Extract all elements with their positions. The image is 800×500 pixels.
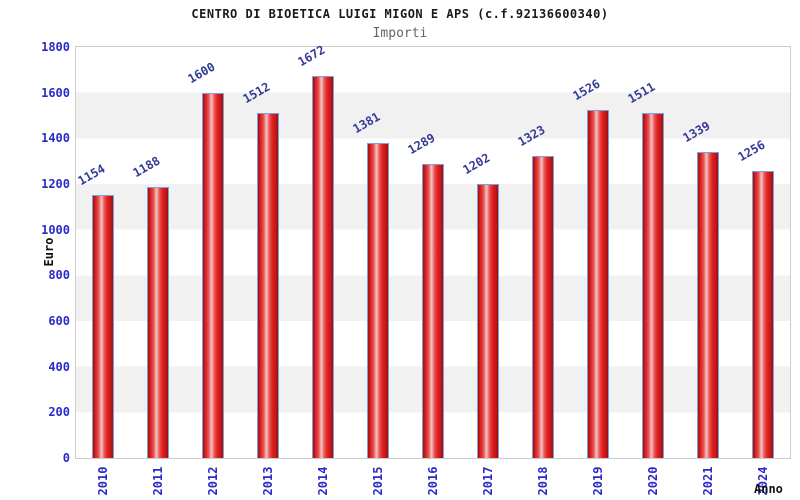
x-tick-label: 2011: [151, 466, 166, 496]
x-tick-label: 2019: [590, 466, 605, 496]
y-tick-label: 1800: [41, 40, 70, 54]
y-tick-label: 0: [62, 451, 70, 465]
y-tick-label: 600: [48, 314, 70, 328]
bar-2013: [257, 112, 280, 458]
chart-title: CENTRO DI BIOETICA LUIGI MIGON E APS (c.…: [191, 7, 609, 21]
bar-2015: [367, 142, 390, 458]
y-axis-title: Euro: [42, 237, 56, 267]
chart-subtitle: Importi: [372, 26, 428, 41]
y-tick-label: 1000: [41, 222, 70, 237]
x-tick-label: 2018: [535, 466, 550, 496]
x-tick-label: 2012: [206, 466, 221, 496]
y-tick-label: 800: [48, 268, 70, 283]
y-tick-label: 1400: [41, 131, 70, 146]
x-tick-label: 2016: [426, 466, 440, 496]
bar-2012: [202, 92, 225, 458]
x-axis-title: Anno: [754, 482, 783, 496]
x-tick-label: 2015: [371, 466, 386, 496]
x-tick-label: 2017: [480, 466, 495, 496]
bar-2017: [476, 183, 499, 458]
bar-2018: [531, 155, 554, 458]
x-tick-label: 2014: [316, 466, 331, 496]
y-tick-label: 1600: [41, 85, 70, 100]
x-tick-label: 2013: [261, 466, 276, 496]
y-tick-label: 400: [48, 359, 70, 374]
bar-2016: [422, 163, 444, 458]
x-tick-label: 2021: [700, 466, 715, 496]
y-tick-label: 1200: [41, 177, 70, 191]
bar-2014: [312, 76, 335, 458]
bar-2019: [586, 109, 609, 458]
bar-2020: [641, 112, 664, 458]
bar-2021: [696, 152, 719, 458]
bar-2010: [92, 194, 115, 458]
x-tick-label: 2020: [645, 466, 660, 496]
bar-2024: [751, 171, 774, 458]
bar-2011: [147, 186, 170, 458]
y-tick-label: 200: [48, 405, 70, 420]
x-tick-label: 2010: [96, 466, 111, 496]
